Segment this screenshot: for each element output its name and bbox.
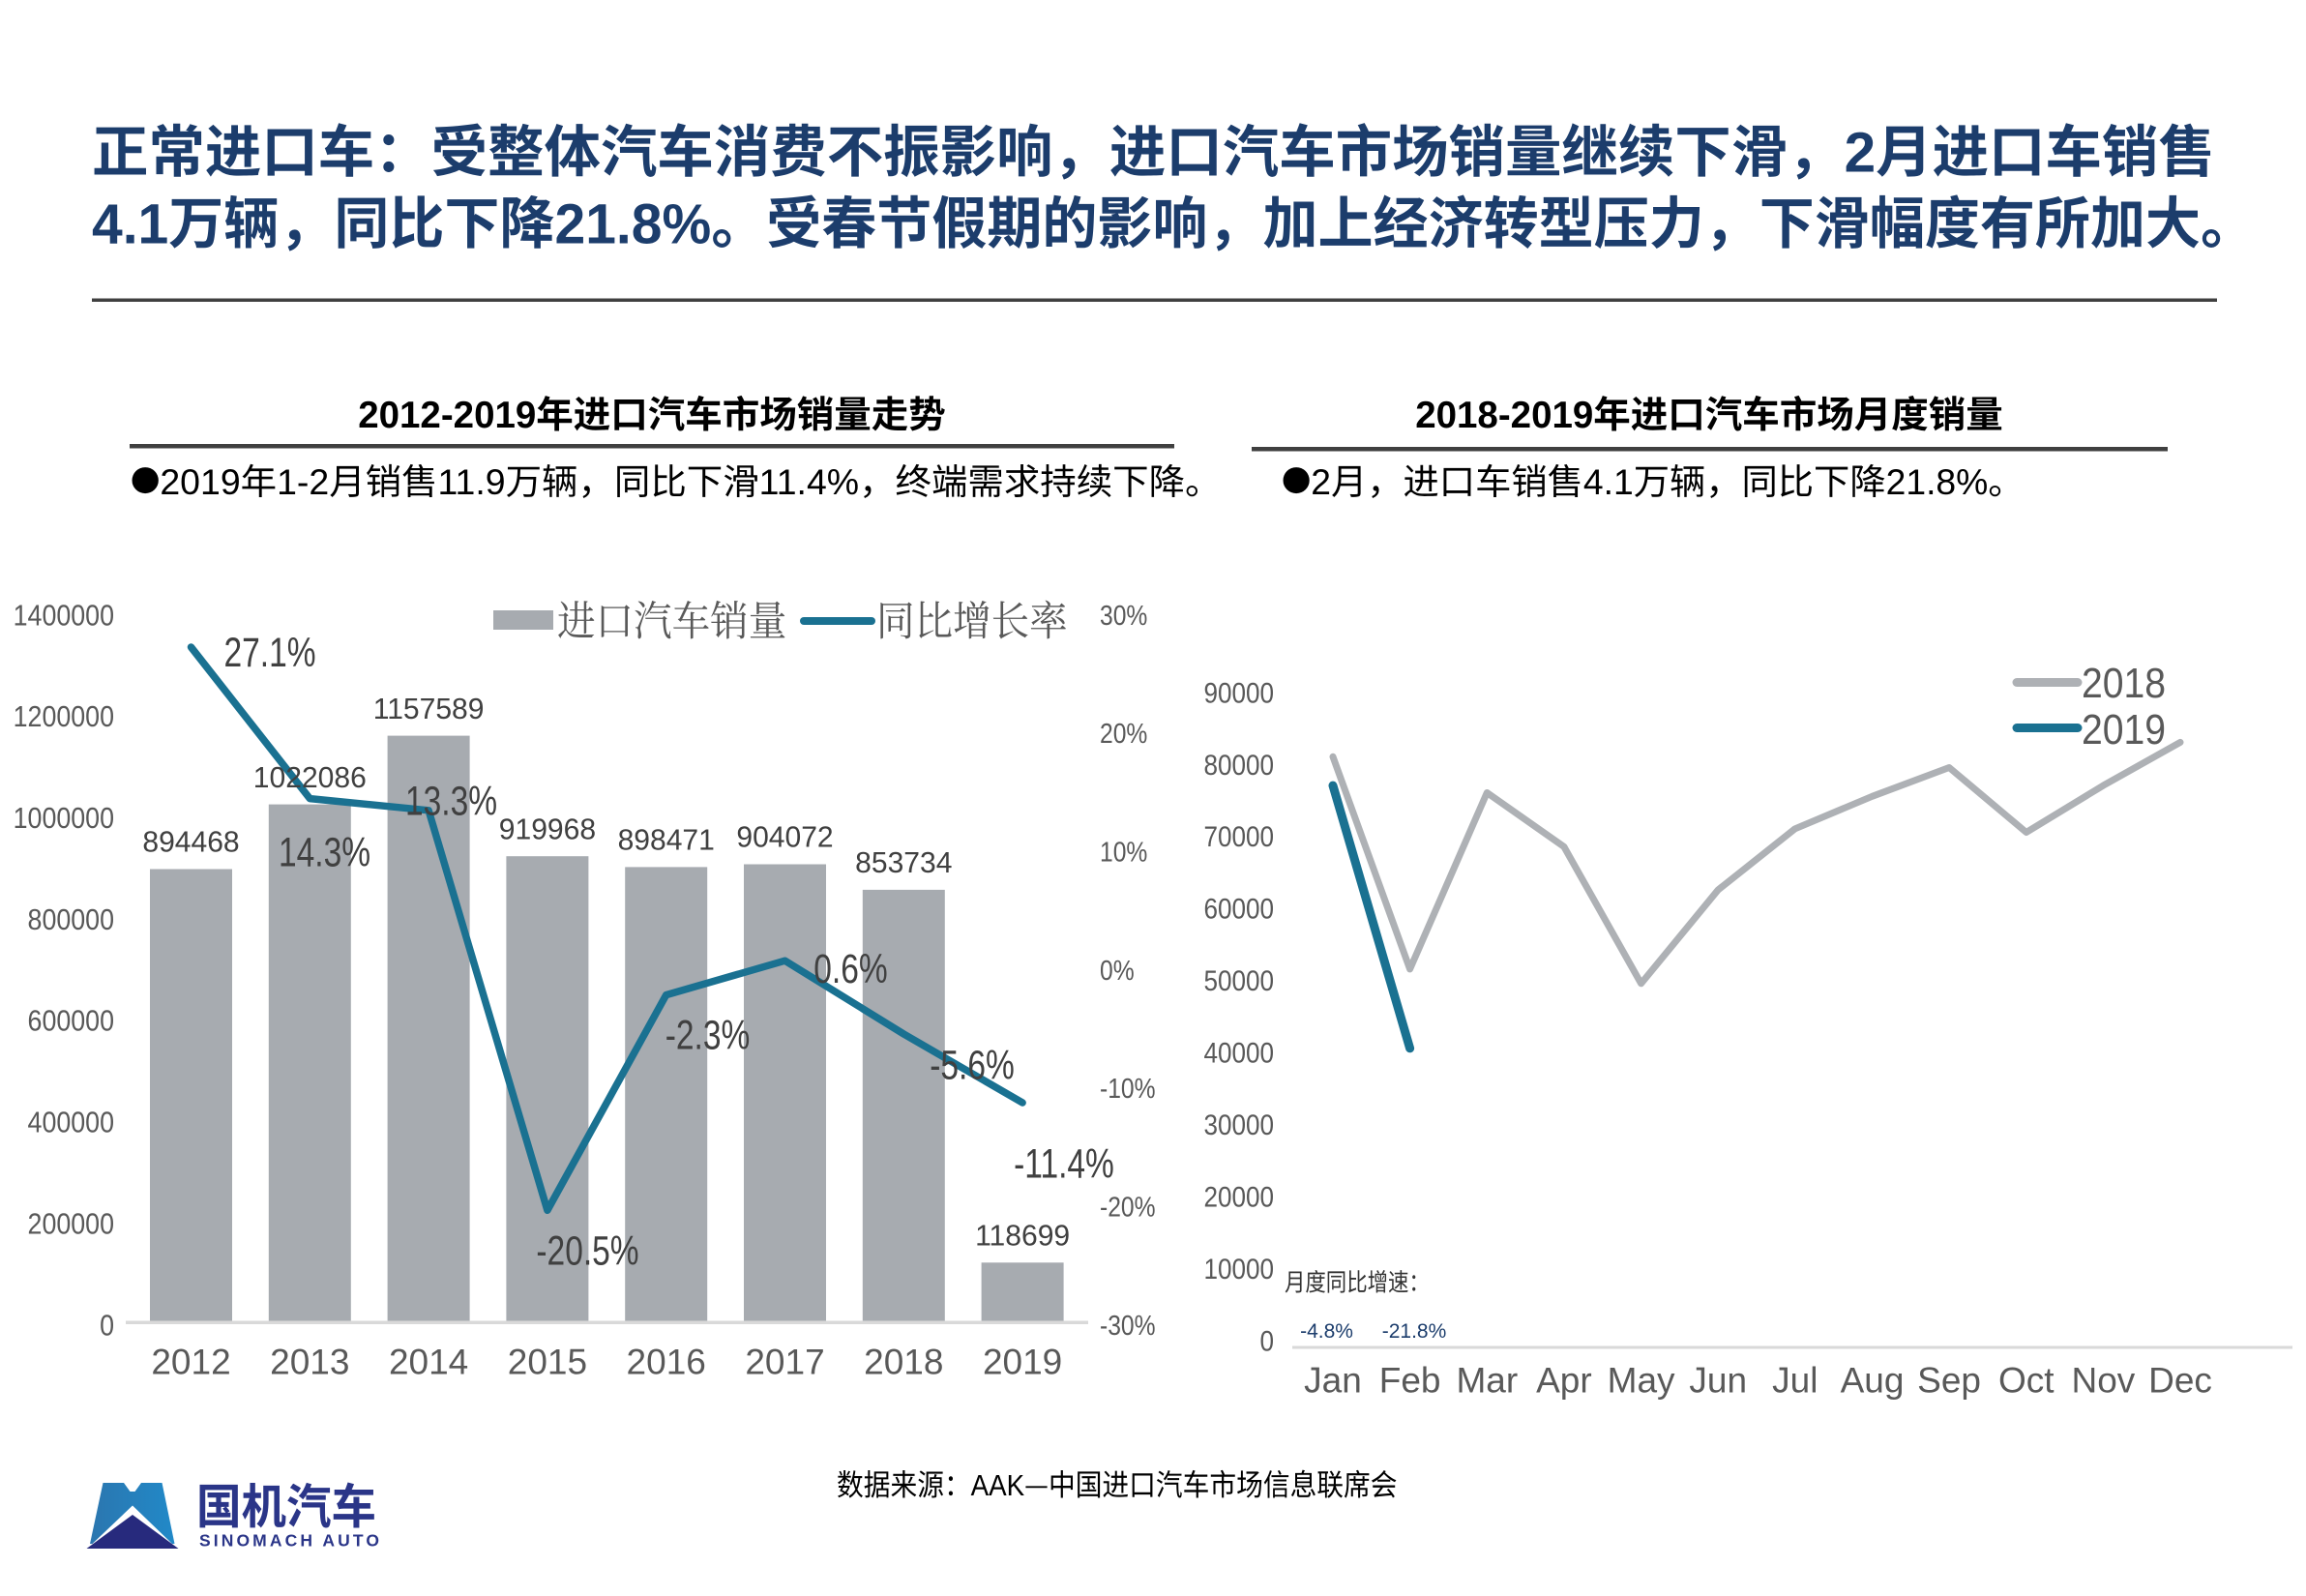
- svg-text:2016: 2016: [627, 1333, 706, 1385]
- svg-text:1157589: 1157589: [373, 684, 485, 727]
- svg-text:800000: 800000: [28, 896, 114, 939]
- svg-text:20000: 20000: [1203, 1173, 1274, 1216]
- svg-text:118699: 118699: [975, 1211, 1070, 1255]
- svg-text:2019: 2019: [2082, 695, 2166, 755]
- svg-text:894468: 894468: [142, 817, 239, 861]
- svg-text:-5.6%: -5.6%: [930, 1031, 1015, 1091]
- svg-text:853734: 853734: [855, 839, 952, 882]
- svg-text:-2.3%: -2.3%: [665, 1001, 751, 1061]
- svg-text:进口汽车销量: 进口汽车销量: [557, 587, 786, 647]
- svg-text:2018: 2018: [2082, 648, 2166, 709]
- svg-text:10000: 10000: [1203, 1246, 1274, 1288]
- svg-text:60000: 60000: [1203, 886, 1274, 929]
- svg-text:2012: 2012: [151, 1333, 230, 1385]
- svg-text:-30%: -30%: [1100, 1302, 1156, 1343]
- svg-text:919968: 919968: [499, 805, 596, 848]
- svg-text:4.1万辆，同比下降21.8%。受春节假期的影响，加上经济转: 4.1万辆，同比下降21.8%。受春节假期的影响，加上经济转型压力，下滑幅度有所…: [92, 177, 2256, 259]
- svg-text:SINOMACH AUTO: SINOMACH AUTO: [199, 1528, 382, 1552]
- svg-text:-11.4%: -11.4%: [1014, 1130, 1114, 1190]
- svg-text:400000: 400000: [28, 1098, 114, 1141]
- svg-text:2012-2019年进口汽车市场销量走势: 2012-2019年进口汽车市场销量走势: [358, 385, 946, 439]
- svg-text:Feb: Feb: [1379, 1351, 1441, 1404]
- svg-text:90000: 90000: [1203, 669, 1274, 712]
- svg-text:0: 0: [1259, 1317, 1274, 1360]
- svg-text:月度同比增速：: 月度同比增速：: [1285, 1262, 1430, 1298]
- svg-text:600000: 600000: [28, 996, 114, 1040]
- svg-text:0%: 0%: [1100, 947, 1135, 988]
- svg-text:Aug: Aug: [1841, 1351, 1905, 1404]
- svg-text:40000: 40000: [1203, 1029, 1274, 1072]
- svg-text:904072: 904072: [736, 813, 833, 856]
- svg-text:May: May: [1608, 1351, 1675, 1404]
- svg-text:Mar: Mar: [1456, 1351, 1518, 1404]
- svg-text:Jan: Jan: [1304, 1351, 1362, 1404]
- svg-text:80000: 80000: [1203, 742, 1274, 784]
- svg-text:70000: 70000: [1203, 813, 1274, 856]
- svg-text:Dec: Dec: [2148, 1351, 2212, 1404]
- svg-text:-20%: -20%: [1100, 1184, 1156, 1225]
- svg-text:50000: 50000: [1203, 958, 1274, 1000]
- svg-text:1000000: 1000000: [14, 794, 114, 838]
- svg-text:2018-2019年进口汽车市场月度销量: 2018-2019年进口汽车市场月度销量: [1415, 385, 2003, 439]
- svg-text:13.3%: 13.3%: [405, 767, 497, 827]
- svg-text:1400000: 1400000: [14, 591, 114, 635]
- svg-text:200000: 200000: [28, 1199, 114, 1243]
- svg-text:2018: 2018: [864, 1333, 943, 1385]
- svg-text:2014: 2014: [389, 1333, 468, 1385]
- svg-text:国机汽车: 国机汽车: [196, 1467, 376, 1537]
- svg-text:0.6%: 0.6%: [813, 935, 887, 995]
- svg-text:●2月，进口车销售4.1万辆，同比下降21.8%。: ●2月，进口车销售4.1万辆，同比下降21.8%。: [1282, 453, 2025, 505]
- svg-text:数据来源：AAK—中国进口汽车市场信息联席会: 数据来源：AAK—中国进口汽车市场信息联席会: [837, 1462, 1398, 1504]
- svg-text:10%: 10%: [1100, 829, 1147, 870]
- svg-text:●2019年1-2月销售11.9万辆，同比下滑11.4%，终: ●2019年1-2月销售11.9万辆，同比下滑11.4%，终端需求持续下降。: [131, 453, 1221, 505]
- svg-text:27.1%: 27.1%: [223, 619, 315, 679]
- svg-text:-20.5%: -20.5%: [536, 1217, 638, 1277]
- svg-text:0: 0: [100, 1301, 114, 1345]
- svg-text:Apr: Apr: [1536, 1351, 1592, 1404]
- svg-text:2013: 2013: [270, 1333, 349, 1385]
- svg-text:30%: 30%: [1100, 592, 1147, 633]
- svg-text:同比增长率: 同比增长率: [876, 587, 1068, 647]
- svg-text:Nov: Nov: [2071, 1351, 2135, 1404]
- svg-text:-21.8%: -21.8%: [1382, 1315, 1447, 1345]
- svg-text:2019: 2019: [983, 1333, 1062, 1385]
- svg-text:Sep: Sep: [1917, 1351, 1981, 1404]
- svg-text:2017: 2017: [745, 1333, 824, 1385]
- svg-text:898471: 898471: [618, 815, 715, 859]
- svg-text:Jun: Jun: [1689, 1351, 1747, 1404]
- svg-text:正常进口车：受整体汽车消费不振影响，进口汽车市场销量继续下滑: 正常进口车：受整体汽车消费不振影响，进口汽车市场销量继续下滑，2月进口车销售: [92, 105, 2215, 188]
- svg-text:1022086: 1022086: [253, 753, 367, 796]
- svg-text:1200000: 1200000: [14, 693, 114, 736]
- svg-text:-4.8%: -4.8%: [1300, 1315, 1353, 1345]
- svg-text:Jul: Jul: [1772, 1351, 1818, 1404]
- svg-text:30000: 30000: [1203, 1102, 1274, 1144]
- svg-text:2015: 2015: [508, 1333, 587, 1385]
- svg-text:20%: 20%: [1100, 711, 1147, 752]
- svg-text:14.3%: 14.3%: [279, 818, 370, 878]
- svg-text:-10%: -10%: [1100, 1066, 1156, 1107]
- svg-text:Oct: Oct: [1998, 1351, 2055, 1404]
